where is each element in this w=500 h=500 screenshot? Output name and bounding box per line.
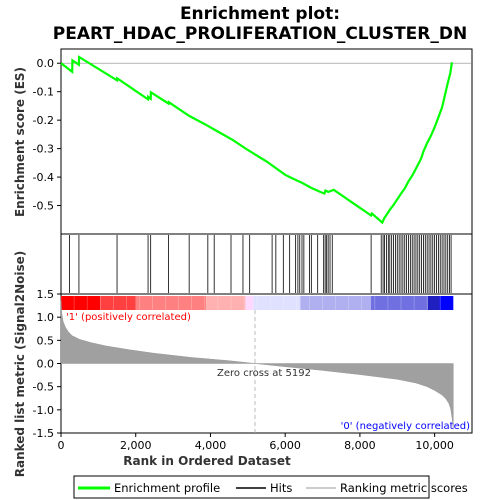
- legend-hits-label: Hits: [270, 481, 292, 495]
- rank-band-segment: [61, 296, 101, 310]
- x-tick-label: 4,000: [195, 439, 227, 452]
- rank-band-segment: [206, 296, 246, 310]
- es-y-tick-label: -0.4: [33, 171, 54, 184]
- metric-y-tick-label: -0.5: [33, 381, 54, 394]
- metric-y-tick-label: 1.5: [37, 288, 55, 301]
- legend-box: [73, 475, 430, 499]
- rank-band-segment: [245, 296, 254, 310]
- chart-title-line1: Enrichment plot:: [180, 4, 340, 24]
- es-y-tick-label: -0.5: [33, 200, 54, 213]
- rank-band-segment: [439, 296, 454, 310]
- x-axis: 0 2,000 4,000 6,000 8,000 10,000: [58, 433, 454, 452]
- rank-band-segment: [370, 296, 428, 310]
- chart-title-line2: PEART_HDAC_PROLIFERATION_CLUSTER_DN: [53, 24, 467, 44]
- rank-color-band: [60, 296, 454, 310]
- rank-band-segment: [135, 296, 207, 310]
- positive-correlation-label: '1' (positively correlated): [66, 312, 191, 323]
- x-tick-label: 2,000: [120, 439, 152, 452]
- es-y-axis-label: Enrichment score (ES): [13, 67, 27, 217]
- legend-metric-label: Ranking metric scores: [340, 481, 468, 495]
- x-axis-label: Rank in Ordered Dataset: [123, 454, 291, 468]
- metric-y-tick-label: 0.5: [37, 334, 55, 347]
- metric-y-tick-label: -1.0: [33, 404, 54, 417]
- es-panel-frame: [60, 48, 473, 235]
- es-y-tick-label: -0.1: [33, 86, 54, 99]
- x-tick-label: 10,000: [415, 439, 454, 452]
- es-y-axis: 0.0 -0.1 -0.2 -0.3 -0.4 -0.5: [33, 57, 472, 213]
- legend: Enrichment profile Hits Ranking metric s…: [73, 475, 468, 499]
- enrichment-profile-path: [60, 55, 453, 225]
- metric-y-axis-label: Ranked list metric (Signal2Noise): [13, 251, 27, 478]
- metric-y-tick-label: 0.0: [37, 358, 55, 371]
- metric-y-axis: 1.5 1.0 0.5 0.0 -0.5 -1.0 -1.5: [33, 288, 61, 440]
- es-y-tick-label: 0.0: [37, 57, 55, 70]
- x-tick-label: 8,000: [344, 439, 376, 452]
- metric-y-tick-label: -1.5: [33, 427, 54, 440]
- es-y-tick-label: -0.2: [33, 114, 54, 127]
- zero-cross-label: Zero cross at 5192: [217, 368, 311, 379]
- rank-band-segment: [253, 296, 301, 310]
- hit-markers: [69, 235, 452, 293]
- negative-correlation-label: '0' (negatively correlated): [341, 421, 470, 432]
- x-tick-label: 0: [58, 439, 65, 452]
- rank-band-segment: [427, 296, 440, 310]
- x-tick-label: 6,000: [269, 439, 301, 452]
- es-y-tick-label: -0.3: [33, 143, 54, 156]
- legend-profile-label: Enrichment profile: [114, 481, 220, 495]
- ranking-metric-path: [60, 300, 454, 430]
- rank-band-segment: [100, 296, 136, 310]
- enrichment-profile-line: [60, 55, 453, 225]
- ranking-metric-area: [60, 300, 454, 433]
- metric-y-tick-label: 1.0: [37, 311, 55, 324]
